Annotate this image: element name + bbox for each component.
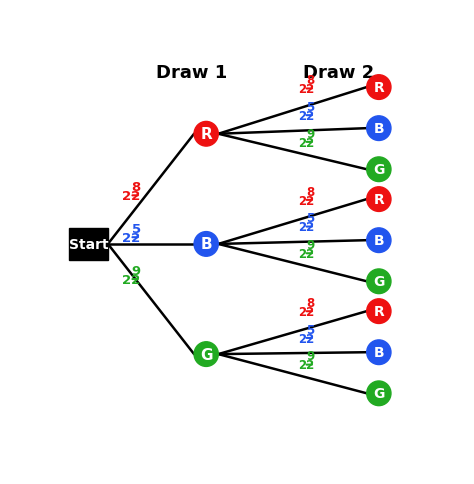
Text: R: R: [374, 304, 384, 318]
Text: 8: 8: [307, 74, 315, 87]
Text: 9: 9: [131, 264, 141, 277]
Text: R: R: [374, 193, 384, 207]
Text: 5: 5: [307, 101, 315, 114]
Text: 22: 22: [299, 136, 315, 149]
Text: 22: 22: [299, 194, 315, 207]
Text: 22: 22: [122, 190, 141, 203]
Circle shape: [367, 340, 391, 365]
Text: G: G: [373, 163, 384, 177]
Text: R: R: [374, 81, 384, 95]
Text: 22: 22: [299, 332, 315, 345]
Text: Draw 2: Draw 2: [303, 64, 374, 82]
Text: 8: 8: [307, 185, 315, 198]
Text: B: B: [374, 122, 384, 136]
Text: 9: 9: [307, 239, 315, 252]
Text: 22: 22: [122, 231, 141, 244]
Text: B: B: [374, 234, 384, 248]
Text: 5: 5: [131, 223, 141, 236]
Text: 22: 22: [299, 359, 315, 372]
Text: G: G: [373, 387, 384, 400]
Text: 22: 22: [299, 221, 315, 234]
Circle shape: [367, 228, 391, 253]
Text: 22: 22: [299, 110, 315, 122]
Circle shape: [367, 76, 391, 100]
Circle shape: [367, 158, 391, 182]
Text: 8: 8: [131, 181, 141, 194]
Text: 22: 22: [299, 247, 315, 260]
Text: G: G: [373, 275, 384, 288]
Circle shape: [367, 381, 391, 406]
Text: 9: 9: [307, 349, 315, 363]
Circle shape: [367, 270, 391, 294]
Circle shape: [194, 342, 219, 367]
Text: 22: 22: [299, 83, 315, 96]
Text: 9: 9: [307, 127, 315, 140]
Text: 22: 22: [122, 273, 141, 286]
Text: G: G: [200, 347, 212, 362]
Text: Start: Start: [69, 238, 109, 251]
Text: R: R: [201, 127, 212, 142]
Text: 8: 8: [307, 296, 315, 309]
Text: 5: 5: [307, 323, 315, 336]
FancyBboxPatch shape: [69, 228, 108, 260]
Circle shape: [194, 122, 219, 147]
Circle shape: [367, 117, 391, 141]
Text: Draw 1: Draw 1: [156, 64, 227, 82]
Circle shape: [194, 232, 219, 257]
Text: 5: 5: [307, 212, 315, 225]
Circle shape: [367, 187, 391, 212]
Text: B: B: [201, 237, 212, 252]
Circle shape: [367, 299, 391, 324]
Text: 22: 22: [299, 305, 315, 318]
Text: B: B: [374, 346, 384, 360]
